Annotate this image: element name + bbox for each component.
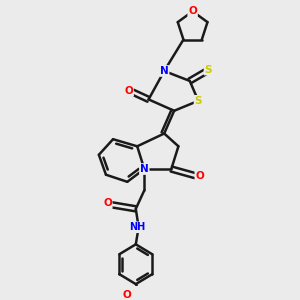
- Text: O: O: [124, 86, 133, 96]
- Text: O: O: [188, 6, 197, 16]
- Text: NH: NH: [129, 222, 145, 232]
- Text: O: O: [123, 290, 132, 300]
- Text: S: S: [195, 96, 202, 106]
- Text: O: O: [195, 171, 204, 181]
- Text: N: N: [140, 164, 149, 174]
- Text: N: N: [160, 66, 169, 76]
- Text: O: O: [103, 198, 112, 208]
- Text: S: S: [205, 64, 212, 75]
